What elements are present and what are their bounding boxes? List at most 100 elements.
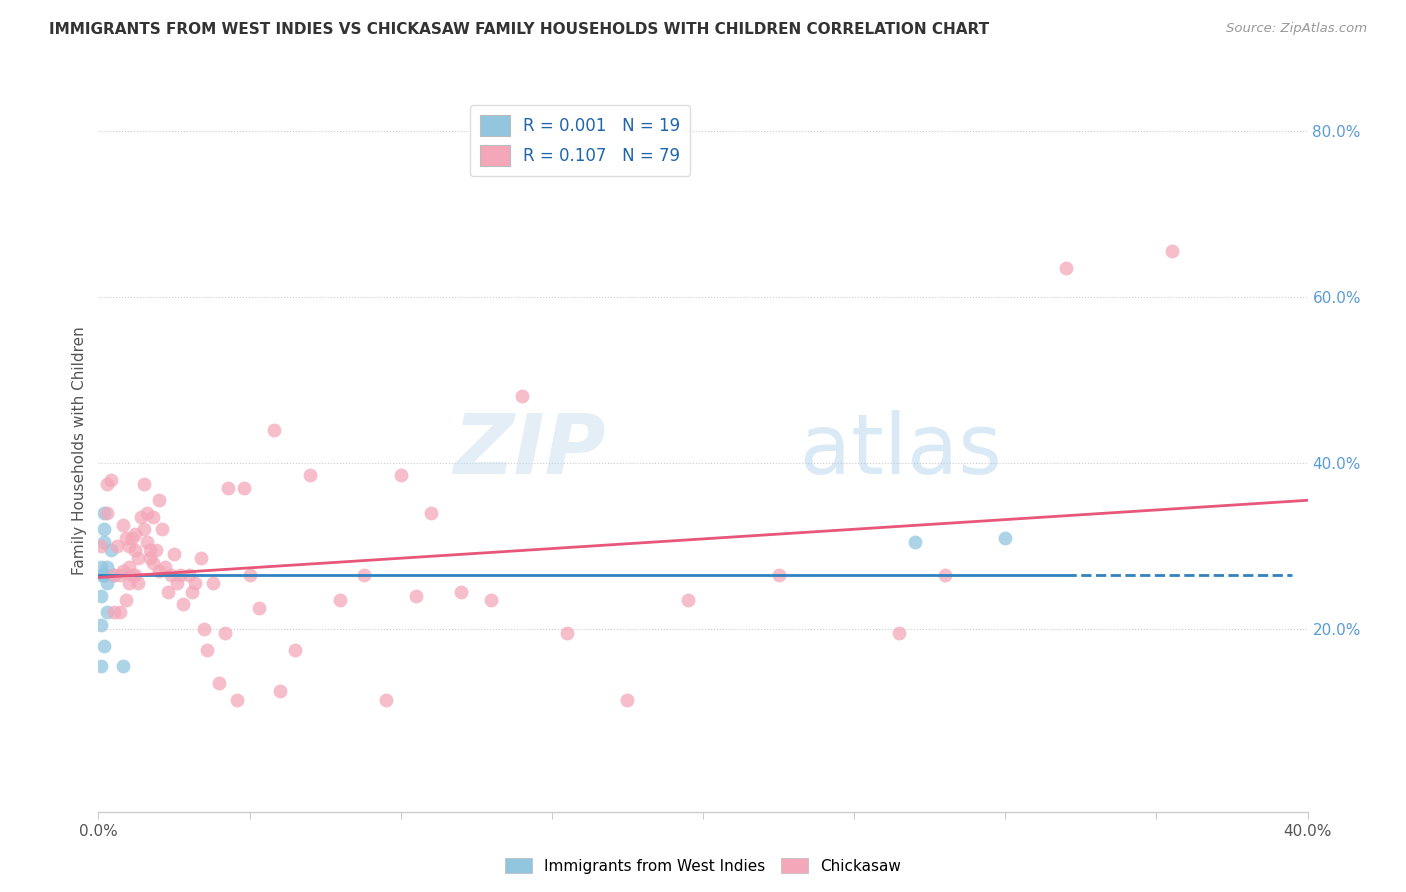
- Point: [114, 593, 136, 607]
- Point: [124, 543, 146, 558]
- Point: [108, 568, 131, 582]
- Point: [100, 543, 122, 558]
- Point: [510, 389, 533, 403]
- Point: [96, 576, 118, 591]
- Point: [217, 481, 239, 495]
- Point: [90, 589, 112, 603]
- Point: [994, 531, 1017, 545]
- Point: [90, 568, 112, 582]
- Point: [195, 642, 218, 657]
- Point: [148, 493, 170, 508]
- Y-axis label: Family Households with Children: Family Households with Children: [72, 326, 87, 574]
- Point: [299, 468, 322, 483]
- Point: [150, 522, 173, 536]
- Point: [108, 606, 131, 620]
- Point: [148, 564, 170, 578]
- Point: [179, 568, 201, 582]
- Point: [676, 593, 699, 607]
- Point: [768, 568, 790, 582]
- Point: [247, 601, 270, 615]
- Point: [934, 568, 956, 582]
- Point: [118, 539, 141, 553]
- Text: Source: ZipAtlas.com: Source: ZipAtlas.com: [1226, 22, 1367, 36]
- Point: [90, 559, 112, 574]
- Point: [121, 531, 143, 545]
- Point: [103, 568, 125, 582]
- Point: [481, 593, 503, 607]
- Point: [616, 692, 638, 706]
- Point: [904, 534, 927, 549]
- Legend: R = 0.001   N = 19, R = 0.107   N = 79: R = 0.001 N = 19, R = 0.107 N = 79: [470, 104, 690, 176]
- Point: [90, 618, 112, 632]
- Point: [111, 518, 134, 533]
- Point: [129, 509, 152, 524]
- Point: [153, 559, 176, 574]
- Text: atlas: atlas: [800, 410, 1001, 491]
- Point: [181, 584, 204, 599]
- Point: [118, 576, 141, 591]
- Point: [135, 506, 157, 520]
- Point: [103, 606, 125, 620]
- Point: [93, 506, 115, 520]
- Point: [111, 564, 134, 578]
- Point: [263, 423, 285, 437]
- Point: [156, 584, 179, 599]
- Point: [214, 626, 236, 640]
- Text: IMMIGRANTS FROM WEST INDIES VS CHICKASAW FAMILY HOUSEHOLDS WITH CHILDREN CORRELA: IMMIGRANTS FROM WEST INDIES VS CHICKASAW…: [49, 22, 990, 37]
- Point: [353, 568, 375, 582]
- Point: [124, 568, 146, 582]
- Point: [139, 551, 162, 566]
- Point: [111, 659, 134, 673]
- Point: [284, 642, 307, 657]
- Point: [118, 559, 141, 574]
- Point: [202, 576, 225, 591]
- Point: [132, 522, 155, 536]
- Point: [105, 539, 128, 553]
- Point: [93, 522, 115, 536]
- Point: [232, 481, 254, 495]
- Point: [121, 568, 143, 582]
- Point: [226, 692, 249, 706]
- Legend: Immigrants from West Indies, Chickasaw: Immigrants from West Indies, Chickasaw: [499, 852, 907, 880]
- Point: [90, 539, 112, 553]
- Point: [239, 568, 262, 582]
- Point: [172, 597, 194, 611]
- Point: [96, 606, 118, 620]
- Point: [142, 556, 165, 570]
- Point: [132, 476, 155, 491]
- Point: [90, 659, 112, 673]
- Point: [193, 622, 215, 636]
- Point: [142, 509, 165, 524]
- Point: [124, 526, 146, 541]
- Point: [555, 626, 578, 640]
- Point: [166, 576, 188, 591]
- Point: [208, 676, 231, 690]
- Point: [93, 568, 115, 582]
- Point: [889, 626, 911, 640]
- Point: [96, 506, 118, 520]
- Text: ZIP: ZIP: [454, 410, 606, 491]
- Point: [160, 568, 183, 582]
- Point: [329, 593, 352, 607]
- Point: [96, 476, 118, 491]
- Point: [103, 568, 125, 582]
- Point: [374, 692, 396, 706]
- Point: [190, 551, 212, 566]
- Point: [1160, 244, 1182, 259]
- Point: [450, 584, 472, 599]
- Point: [184, 576, 207, 591]
- Point: [93, 534, 115, 549]
- Point: [93, 568, 115, 582]
- Point: [420, 506, 443, 520]
- Point: [127, 576, 149, 591]
- Point: [269, 684, 291, 698]
- Point: [93, 639, 115, 653]
- Point: [405, 589, 427, 603]
- Point: [1054, 260, 1077, 275]
- Point: [100, 473, 122, 487]
- Point: [145, 543, 167, 558]
- Point: [169, 568, 191, 582]
- Point: [135, 534, 157, 549]
- Point: [163, 547, 186, 561]
- Point: [139, 543, 162, 558]
